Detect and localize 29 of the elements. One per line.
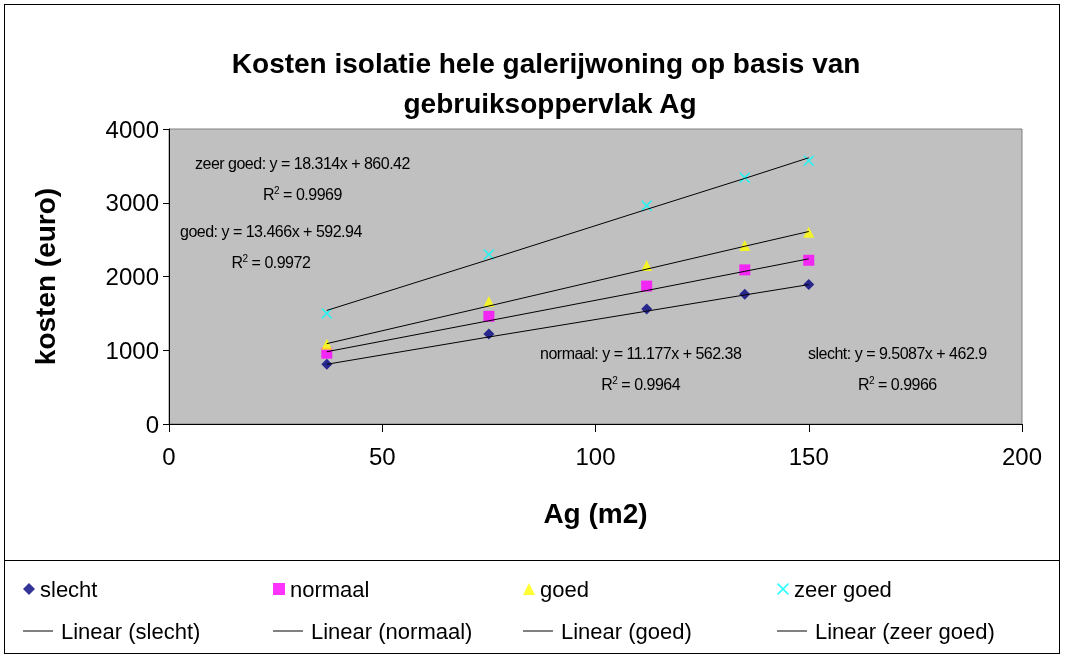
legend-label: Linear (goed) [561,618,692,644]
annotation: slecht: y = 9.5087x + 462.9 R$^{2}$ = 0.9966 [808,344,987,396]
y-axis-title: kosten (euro) [29,187,61,366]
point [803,226,815,238]
annotation: normaal: y = 11.177x + 562.38 R$^{2}$ = 0.9964 [540,344,742,396]
legend-label: goed [540,576,589,602]
point [321,338,333,350]
x-tick-label: 100 [575,442,616,470]
annotation: goed: y = 13.466x + 592.94 R$^{2}$ = 0.9972 [180,222,362,274]
point [641,200,653,212]
point [803,254,815,266]
legend-label: Linear (zeer goed) [815,618,995,644]
y-tick-label: 4000 [105,115,159,143]
y-tick-label: 3000 [105,189,159,217]
x-tick-label: 50 [368,442,396,470]
legend-label: zeer goed [794,576,892,602]
x-tick-label: 0 [162,442,176,470]
point [803,155,815,167]
legend-label: Linear (slecht) [61,618,201,644]
y-tick-label: 0 [145,410,159,438]
chart-title: Kosten isolatie hele galerijwoning op basis van gebruiksoppervlak Ag [231,47,869,119]
y-tick-label: 1000 [105,336,159,364]
x-axis-title: Ag (m2) [543,497,648,529]
legend-label: Linear (normaal) [311,618,473,644]
x-tick-label: 150 [788,442,829,470]
y-tick-label: 2000 [105,263,159,290]
x-tick-label: 200 [1001,442,1043,470]
legend-label: slecht [40,576,98,602]
legend-label: normaal [290,576,370,602]
